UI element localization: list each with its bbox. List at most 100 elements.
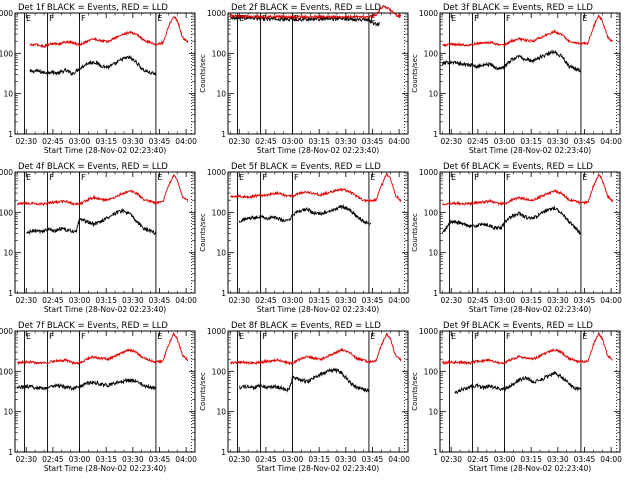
x-tick-label: 03:00: [494, 296, 516, 305]
x-tick-label: 03:30: [335, 296, 357, 305]
chart-title: Det 9f BLACK = Events, RED = LLD: [443, 321, 593, 331]
x-tick-label: 02:45: [255, 296, 277, 305]
y-tick-label: 10: [3, 90, 13, 99]
lld-series-line: [29, 16, 189, 49]
plot-frame: [14, 171, 196, 294]
flag-label: E: [582, 14, 587, 23]
flag-label: F: [262, 173, 267, 182]
plot-frame: [227, 12, 409, 135]
flag-label: F: [294, 173, 299, 182]
x-tick-label: 02:45: [255, 137, 277, 146]
x-axis-label: Start Time (28-Nov-02 02:23:40): [469, 464, 591, 473]
x-axis-label: Start Time (28-Nov-02 02:23:40): [44, 464, 166, 473]
y-tick-label: 1000: [419, 168, 438, 177]
y-tick-label: 1000: [419, 9, 438, 18]
x-axis-label: Start Time (28-Nov-02 02:23:40): [44, 146, 166, 155]
flag-label: E: [26, 332, 31, 341]
lld-series-line: [230, 172, 402, 204]
x-tick-label: 03:15: [520, 455, 542, 464]
y-tick-label: 10: [428, 90, 438, 99]
flag-label: F: [294, 332, 299, 341]
y-tick-label: 100: [212, 367, 227, 376]
chart-panel: Det 9f BLACK = Events, RED = LLD 1 10 100 10…: [411, 321, 622, 473]
events-series-line: [26, 207, 157, 235]
chart-title: Det 2f BLACK = Events, RED = LLD: [231, 3, 381, 13]
flag-label: E: [239, 173, 244, 182]
chart-title: Det 4f BLACK = Events, RED = LLD: [18, 162, 168, 172]
plot-frame: [227, 330, 409, 453]
flag-label: F: [262, 332, 267, 341]
x-tick-label: 04:00: [600, 296, 622, 305]
flag-label: F: [506, 332, 511, 341]
x-tick-label: 03:00: [69, 455, 91, 464]
y-tick-label: 1: [221, 448, 226, 457]
y-axis-label: Counts/sec: [199, 213, 207, 252]
y-axis-label: Counts/sec: [199, 54, 207, 93]
flag-label: F: [474, 14, 479, 23]
plot-frame: [14, 330, 196, 453]
y-tick-label: 1: [8, 289, 13, 298]
y-tick-label: 1: [221, 289, 226, 298]
y-tick-label: 1000: [207, 168, 226, 177]
x-tick-label: 02:30: [228, 296, 250, 305]
x-tick-label: 02:30: [15, 455, 37, 464]
flag-label: F: [474, 173, 479, 182]
x-tick-label: 03:30: [122, 137, 144, 146]
x-tick-label: 03:15: [95, 137, 117, 146]
events-series-line: [441, 49, 582, 73]
x-axis-label: Start Time (28-Nov-02 02:23:40): [469, 146, 591, 155]
plot-frame: [439, 12, 621, 135]
lld-series-line: [441, 331, 613, 366]
flag-label: E: [582, 332, 587, 341]
lld-series-line: [441, 172, 614, 207]
x-tick-label: 03:30: [122, 296, 144, 305]
x-tick-label: 03:15: [95, 455, 117, 464]
y-tick-label: 100: [424, 49, 439, 58]
x-tick-label: 03:45: [149, 296, 171, 305]
x-axis-label: Start Time (28-Nov-02 02:23:40): [44, 305, 166, 314]
chart-title: Det 5f BLACK = Events, RED = LLD: [231, 162, 381, 172]
plot-frame: [439, 171, 621, 294]
events-series-line: [16, 377, 157, 391]
chart-title: Det 6f BLACK = Events, RED = LLD: [443, 162, 593, 172]
y-tick-label: 10: [3, 408, 13, 417]
x-tick-label: 04:00: [600, 455, 622, 464]
flag-label: F: [474, 332, 479, 341]
flag-label: E: [451, 173, 456, 182]
x-tick-label: 03:15: [95, 296, 117, 305]
y-tick-label: 1: [221, 130, 226, 139]
x-tick-label: 03:45: [574, 137, 596, 146]
events-series-line: [230, 14, 380, 27]
flag-label: E: [26, 14, 31, 23]
x-axis-label: Start Time (28-Nov-02 02:23:40): [257, 464, 379, 473]
chart-panel: Det 3f BLACK = Events, RED = LLD 1 10 100 10…: [411, 3, 622, 155]
flag-label: E: [451, 14, 456, 23]
y-tick-label: 1: [8, 130, 13, 139]
x-tick-label: 02:45: [467, 137, 489, 146]
flag-label: E: [370, 14, 375, 23]
x-tick-label: 03:15: [520, 296, 542, 305]
x-tick-label: 02:45: [467, 296, 489, 305]
x-tick-label: 03:15: [308, 296, 330, 305]
x-tick-label: 04:00: [175, 137, 197, 146]
y-tick-label: 10: [428, 249, 438, 258]
y-tick-label: 100: [0, 208, 13, 217]
flag-label: E: [239, 14, 244, 23]
flag-label: E: [157, 332, 162, 341]
x-tick-label: 04:00: [388, 455, 410, 464]
x-tick-label: 03:45: [362, 137, 384, 146]
y-axis-label: Counts/sec: [411, 213, 419, 252]
x-tick-label: 03:00: [494, 455, 516, 464]
x-tick-label: 04:00: [175, 296, 197, 305]
y-tick-label: 10: [216, 90, 226, 99]
y-axis-label: Counts/sec: [199, 372, 207, 411]
x-tick-label: 03:30: [547, 296, 569, 305]
y-tick-label: 100: [0, 49, 13, 58]
x-tick-label: 02:30: [228, 137, 250, 146]
x-tick-label: 02:30: [15, 137, 37, 146]
x-tick-label: 03:00: [69, 296, 91, 305]
x-tick-label: 03:45: [574, 455, 596, 464]
flag-label: F: [81, 332, 86, 341]
x-axis-label: Start Time (28-Nov-02 02:23:40): [257, 146, 379, 155]
plot-frame: [439, 330, 621, 453]
